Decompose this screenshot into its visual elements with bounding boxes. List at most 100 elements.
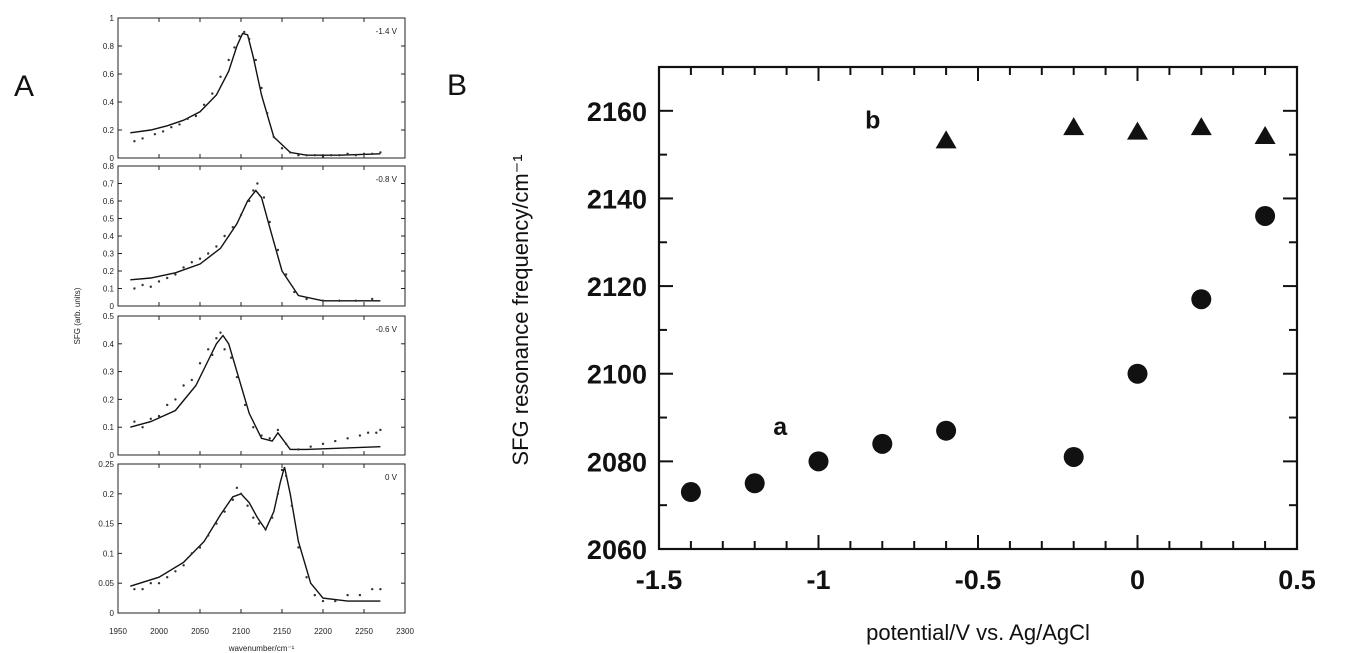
y-tick-label: 0.3 [103, 368, 115, 377]
series-b-label: b [865, 106, 880, 134]
data-point [268, 437, 271, 440]
data-point [280, 468, 284, 472]
circle-marker [936, 420, 957, 441]
data-point [194, 114, 198, 118]
y-tick-label: 0.15 [98, 520, 114, 529]
circle-marker [680, 482, 701, 503]
data-point [270, 516, 274, 519]
data-point [198, 362, 202, 365]
y-tick-label: 2160 [587, 97, 647, 127]
data-point [268, 220, 271, 224]
data-point [174, 273, 177, 276]
data-point [297, 448, 300, 451]
y-tick-label: 0.4 [103, 98, 115, 107]
data-point [338, 299, 341, 302]
data-point [252, 516, 255, 519]
y-tick-label: 0.8 [103, 162, 115, 171]
data-point [354, 154, 357, 157]
subplot-frame [117, 17, 406, 159]
data-point [157, 280, 161, 283]
data-point [207, 252, 210, 255]
data-point [379, 428, 382, 432]
data-point [290, 504, 294, 507]
y-tick-label: 0.3 [103, 250, 115, 259]
data-point [235, 486, 239, 490]
data-point [198, 257, 202, 260]
y-tick-label: 0.05 [98, 579, 114, 588]
data-point [141, 587, 144, 591]
data-point [272, 135, 275, 139]
fit-line [130, 32, 381, 156]
data-point [379, 151, 382, 154]
data-point [252, 189, 255, 192]
data-point [219, 331, 222, 334]
circle-marker [1191, 289, 1212, 310]
data-point [358, 434, 362, 437]
data-point [289, 151, 292, 154]
y-tick-label: 0.7 [103, 180, 115, 189]
triangle-marker [1190, 117, 1212, 136]
y-tick-label: 0.1 [103, 423, 115, 432]
triangle-marker [935, 130, 957, 149]
data-point [280, 147, 284, 150]
y-tick-label: 1 [110, 14, 115, 23]
potential-label: -0.8 V [376, 175, 398, 184]
data-point [215, 337, 218, 340]
y-tick-label: 0.1 [103, 549, 115, 558]
y-tick-label: 0 [110, 609, 115, 618]
data-point [276, 248, 280, 252]
data-point [379, 587, 382, 591]
data-point [174, 398, 177, 401]
data-point [321, 442, 325, 446]
data-point [366, 431, 370, 434]
data-point [260, 86, 263, 90]
data-point [266, 112, 269, 115]
data-point [141, 426, 144, 429]
data-point [202, 103, 206, 107]
data-point [246, 504, 249, 507]
data-point [223, 348, 226, 351]
data-point [346, 152, 349, 155]
triangle-marker [1127, 121, 1148, 140]
data-point [229, 356, 233, 359]
x-tick-label: -1 [806, 565, 830, 595]
x-tick-label: 2000 [150, 627, 168, 636]
x-tick-label: 2250 [355, 627, 373, 636]
x-tick-label: 2050 [191, 627, 209, 636]
x-axis-title: wavenumber/cm⁻¹ [228, 644, 295, 653]
x-tick-label: 0.5 [1278, 565, 1316, 595]
y-tick-label: 2080 [587, 447, 647, 477]
potential-label: -1.4 V [376, 27, 398, 36]
y-tick-label: 0 [110, 154, 115, 163]
y-tick-label: 0.2 [103, 126, 115, 135]
y-tick-label: 0.6 [103, 70, 115, 79]
x-tick-label: 2150 [273, 627, 291, 636]
y-tick-label: 0.1 [103, 285, 115, 294]
y-tick-label: 2120 [587, 272, 647, 302]
data-point [133, 420, 136, 423]
data-point [211, 353, 214, 357]
circle-marker [1063, 446, 1084, 467]
data-point [362, 152, 366, 155]
data-point [371, 152, 374, 155]
data-point [338, 154, 341, 157]
data-point [149, 417, 152, 421]
data-point [133, 587, 136, 591]
data-point [166, 276, 169, 280]
spectrum-subplot: 0 0.05 0.1 0.15 0.2 0.25 0 V [98, 460, 406, 618]
spectrum-subplot: 0 0.1 0.2 0.3 0.4 0.5 0.6 0.7 0.8 -0.8 V [103, 162, 406, 311]
data-point [248, 37, 251, 41]
y-tick-label: 0.2 [103, 395, 115, 404]
y-tick-label: 0.2 [103, 267, 115, 276]
y-tick-label: 0.5 [103, 312, 115, 321]
data-point [276, 492, 280, 495]
circle-marker [1127, 363, 1148, 384]
data-point [334, 599, 337, 603]
data-point [174, 570, 177, 573]
y-tick-label: 2060 [587, 535, 647, 565]
data-point [149, 285, 152, 288]
data-point [190, 261, 193, 264]
data-point [223, 234, 226, 238]
fit-line [130, 466, 381, 602]
data-point [211, 92, 214, 95]
